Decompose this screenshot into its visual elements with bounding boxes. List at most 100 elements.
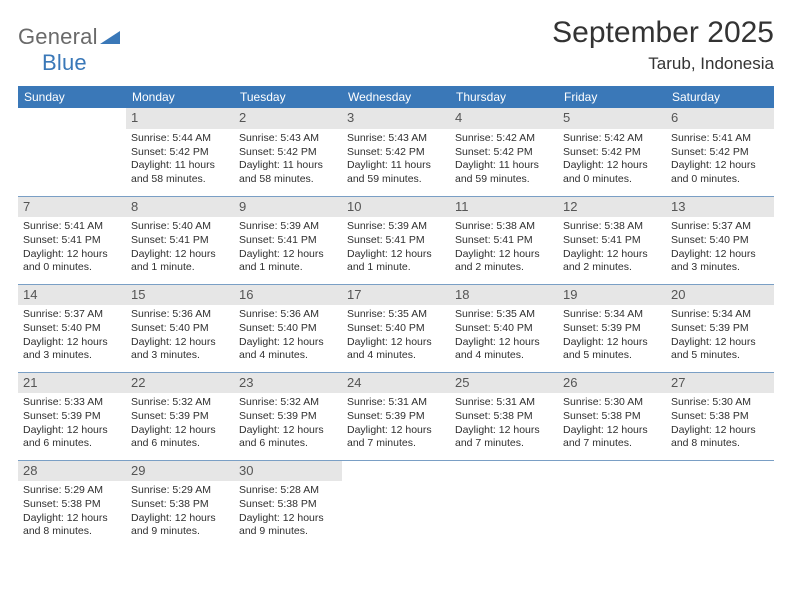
- daylight-line: Daylight: 12 hours and 8 minutes.: [671, 424, 769, 451]
- day-number: 4: [450, 108, 558, 129]
- day-body: Sunrise: 5:32 AMSunset: 5:39 PMDaylight:…: [126, 393, 234, 455]
- calendar-cell: [18, 108, 126, 196]
- calendar-week-row: 1Sunrise: 5:44 AMSunset: 5:42 PMDaylight…: [18, 108, 774, 196]
- day-body: Sunrise: 5:30 AMSunset: 5:38 PMDaylight:…: [558, 393, 666, 455]
- calendar-cell: 27 Sunrise: 5:30 AMSunset: 5:38 PMDayligh…: [666, 372, 774, 460]
- sunset-line: Sunset: 5:41 PM: [563, 234, 661, 248]
- day-number: 26: [558, 373, 666, 394]
- sunrise-line: Sunrise: 5:29 AM: [131, 484, 229, 498]
- calendar-cell: 10Sunrise: 5:39 AMSunset: 5:41 PMDayligh…: [342, 196, 450, 284]
- sunrise-line: Sunrise: 5:30 AM: [671, 396, 769, 410]
- daylight-line: Daylight: 12 hours and 3 minutes.: [23, 336, 121, 363]
- calendar-cell: 9Sunrise: 5:39 AMSunset: 5:41 PMDaylight…: [234, 196, 342, 284]
- sunset-line: Sunset: 5:42 PM: [671, 146, 769, 160]
- day-body: Sunrise: 5:29 AMSunset: 5:38 PMDaylight:…: [18, 481, 126, 543]
- calendar-cell: 20Sunrise: 5:34 AMSunset: 5:39 PMDayligh…: [666, 284, 774, 372]
- title-block: September 2025 Tarub, Indonesia: [552, 16, 774, 74]
- day-body: Sunrise: 5:35 AMSunset: 5:40 PMDaylight:…: [450, 305, 558, 367]
- logo: General Blue: [18, 16, 120, 76]
- daylight-line: Daylight: 12 hours and 0 minutes.: [563, 159, 661, 186]
- calendar-cell: 18Sunrise: 5:35 AMSunset: 5:40 PMDayligh…: [450, 284, 558, 372]
- sunset-line: Sunset: 5:38 PM: [239, 498, 337, 512]
- sunrise-line: Sunrise: 5:37 AM: [671, 220, 769, 234]
- weekday-header: Monday: [126, 86, 234, 108]
- sunrise-line: Sunrise: 5:31 AM: [455, 396, 553, 410]
- day-number: 1: [126, 108, 234, 129]
- location-label: Tarub, Indonesia: [552, 54, 774, 74]
- calendar-cell: 14 Sunrise: 5:37 AMSunset: 5:40 PMDayligh…: [18, 284, 126, 372]
- daylight-line: Daylight: 12 hours and 2 minutes.: [455, 248, 553, 275]
- sunrise-line: Sunrise: 5:29 AM: [23, 484, 121, 498]
- sunrise-line: Sunrise: 5:39 AM: [347, 220, 445, 234]
- sunrise-line: Sunrise: 5:34 AM: [671, 308, 769, 322]
- sunset-line: Sunset: 5:39 PM: [239, 410, 337, 424]
- sunrise-line: Sunrise: 5:42 AM: [455, 132, 553, 146]
- day-number: 14: [18, 285, 126, 306]
- day-number: 24: [342, 373, 450, 394]
- sunrise-line: Sunrise: 5:32 AM: [239, 396, 337, 410]
- day-body: Sunrise: 5:41 AMSunset: 5:42 PMDaylight:…: [666, 129, 774, 191]
- day-number: 3: [342, 108, 450, 129]
- sunrise-line: Sunrise: 5:37 AM: [23, 308, 121, 322]
- day-body: Sunrise: 5:28 AMSunset: 5:38 PMDaylight:…: [234, 481, 342, 543]
- daylight-line: Daylight: 12 hours and 6 minutes.: [239, 424, 337, 451]
- daylight-line: Daylight: 12 hours and 3 minutes.: [671, 248, 769, 275]
- calendar-cell: 6Sunrise: 5:41 AMSunset: 5:42 PMDaylight…: [666, 108, 774, 196]
- calendar-week-row: 7Sunrise: 5:41 AMSunset: 5:41 PMDaylight…: [18, 196, 774, 284]
- sunset-line: Sunset: 5:42 PM: [455, 146, 553, 160]
- daylight-line: Daylight: 12 hours and 1 minute.: [239, 248, 337, 275]
- calendar-cell: 15Sunrise: 5:36 AMSunset: 5:40 PMDayligh…: [126, 284, 234, 372]
- day-body: Sunrise: 5:42 AMSunset: 5:42 PMDaylight:…: [558, 129, 666, 191]
- sunrise-line: Sunrise: 5:36 AM: [239, 308, 337, 322]
- day-number: 21: [18, 373, 126, 394]
- sunrise-line: Sunrise: 5:38 AM: [455, 220, 553, 234]
- day-number: 12: [558, 197, 666, 218]
- day-body: Sunrise: 5:34 AMSunset: 5:39 PMDaylight:…: [666, 305, 774, 367]
- day-number: 29: [126, 461, 234, 482]
- calendar-week-row: 28Sunrise: 5:29 AMSunset: 5:38 PMDayligh…: [18, 460, 774, 548]
- sunrise-line: Sunrise: 5:33 AM: [23, 396, 121, 410]
- daylight-line: Daylight: 11 hours and 58 minutes.: [239, 159, 337, 186]
- calendar-page: General Blue September 2025 Tarub, Indon…: [0, 0, 792, 558]
- calendar-cell: 23Sunrise: 5:32 AMSunset: 5:39 PMDayligh…: [234, 372, 342, 460]
- sunrise-line: Sunrise: 5:31 AM: [347, 396, 445, 410]
- day-number: 16: [234, 285, 342, 306]
- calendar-cell: 26Sunrise: 5:30 AMSunset: 5:38 PMDayligh…: [558, 372, 666, 460]
- day-number: 8: [126, 197, 234, 218]
- calendar-cell: [450, 460, 558, 548]
- day-body: Sunrise: 5:38 AMSunset: 5:41 PMDaylight:…: [450, 217, 558, 279]
- day-body: Sunrise: 5:31 AMSunset: 5:39 PMDaylight:…: [342, 393, 450, 455]
- sunrise-line: Sunrise: 5:44 AM: [131, 132, 229, 146]
- day-number: 22: [126, 373, 234, 394]
- sunset-line: Sunset: 5:42 PM: [239, 146, 337, 160]
- logo-triangle-icon: [100, 24, 120, 50]
- day-body: Sunrise: 5:36 AMSunset: 5:40 PMDaylight:…: [234, 305, 342, 367]
- sunset-line: Sunset: 5:42 PM: [131, 146, 229, 160]
- calendar-table: SundayMondayTuesdayWednesdayThursdayFrid…: [18, 86, 774, 548]
- sunrise-line: Sunrise: 5:43 AM: [347, 132, 445, 146]
- sunset-line: Sunset: 5:38 PM: [563, 410, 661, 424]
- day-number: 17: [342, 285, 450, 306]
- calendar-cell: 5Sunrise: 5:42 AMSunset: 5:42 PMDaylight…: [558, 108, 666, 196]
- sunset-line: Sunset: 5:40 PM: [131, 322, 229, 336]
- sunset-line: Sunset: 5:42 PM: [347, 146, 445, 160]
- calendar-cell: [558, 460, 666, 548]
- day-body: Sunrise: 5:31 AMSunset: 5:38 PMDaylight:…: [450, 393, 558, 455]
- sunrise-line: Sunrise: 5:35 AM: [455, 308, 553, 322]
- sunset-line: Sunset: 5:38 PM: [671, 410, 769, 424]
- sunrise-line: Sunrise: 5:41 AM: [23, 220, 121, 234]
- sunset-line: Sunset: 5:40 PM: [671, 234, 769, 248]
- day-body: Sunrise: 5:36 AMSunset: 5:40 PMDaylight:…: [126, 305, 234, 367]
- logo-word2: Blue: [42, 50, 87, 75]
- calendar-cell: 24Sunrise: 5:31 AMSunset: 5:39 PMDayligh…: [342, 372, 450, 460]
- day-number: 27: [666, 373, 774, 394]
- day-number: 19: [558, 285, 666, 306]
- sunset-line: Sunset: 5:40 PM: [23, 322, 121, 336]
- day-body: Sunrise: 5:41 AMSunset: 5:41 PMDaylight:…: [18, 217, 126, 279]
- calendar-cell: 25Sunrise: 5:31 AMSunset: 5:38 PMDayligh…: [450, 372, 558, 460]
- weekday-header: Wednesday: [342, 86, 450, 108]
- day-body: Sunrise: 5:39 AMSunset: 5:41 PMDaylight:…: [342, 217, 450, 279]
- calendar-cell: 7Sunrise: 5:41 AMSunset: 5:41 PMDaylight…: [18, 196, 126, 284]
- calendar-cell: 28Sunrise: 5:29 AMSunset: 5:38 PMDayligh…: [18, 460, 126, 548]
- sunrise-line: Sunrise: 5:38 AM: [563, 220, 661, 234]
